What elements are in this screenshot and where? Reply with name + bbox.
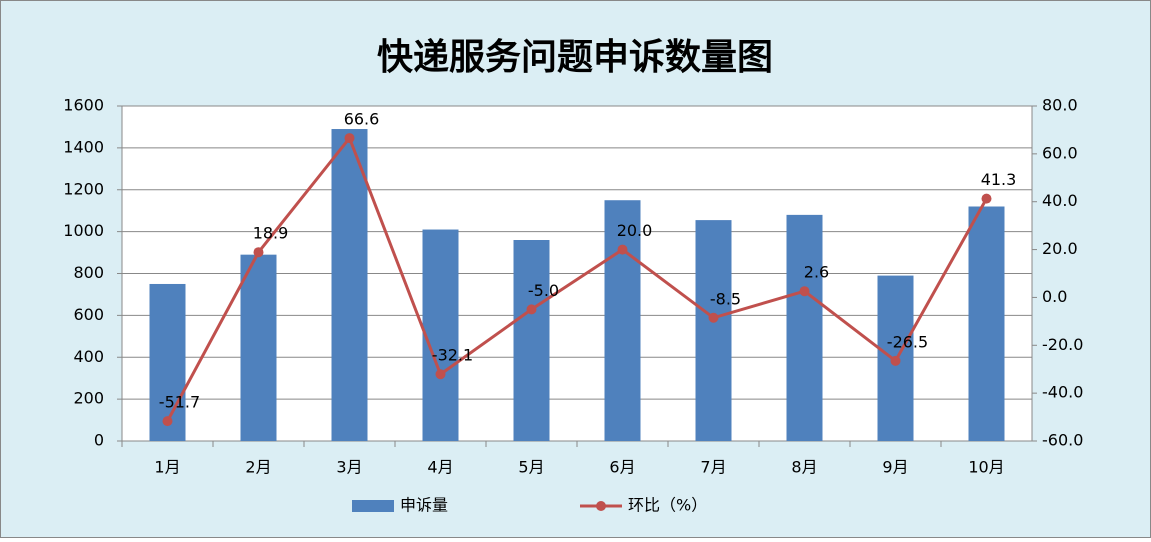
x-tick-label: 2月 xyxy=(245,458,271,477)
bar xyxy=(422,229,459,441)
legend-label: 环比（%） xyxy=(628,496,707,515)
line-point xyxy=(890,355,901,366)
y-tick-label: 1600 xyxy=(63,96,104,115)
x-tick-label: 1月 xyxy=(154,458,180,477)
bar xyxy=(604,200,641,441)
line-point xyxy=(344,133,355,144)
x-tick-label: 5月 xyxy=(518,458,544,477)
x-tick-label: 8月 xyxy=(791,458,817,477)
x-tick-label: 3月 xyxy=(336,458,362,477)
y-tick-label: 1200 xyxy=(63,179,104,198)
line xyxy=(166,135,988,422)
bar xyxy=(968,206,1005,441)
y-tick-label: 1000 xyxy=(63,221,104,240)
line-point xyxy=(708,312,719,323)
data-label: 20.0 xyxy=(617,221,653,240)
legend-label: 申诉量 xyxy=(400,496,448,515)
y2-tick-label: 0.0 xyxy=(1042,287,1067,306)
bar xyxy=(513,240,550,441)
chart-title: 快递服务问题申诉数量图 xyxy=(377,36,773,78)
y2-tick-label: 80.0 xyxy=(1042,96,1078,115)
x-tick-label: 4月 xyxy=(427,458,453,477)
y2-tick-label: 60.0 xyxy=(1042,143,1078,162)
y-tick-label: 200 xyxy=(73,389,104,408)
x-tick-label: 10月 xyxy=(968,458,1004,477)
data-label: 18.9 xyxy=(253,224,289,243)
bar xyxy=(331,129,368,441)
y2-tick-label: 20.0 xyxy=(1042,239,1078,258)
x-tick-label: 6月 xyxy=(609,458,635,477)
bar xyxy=(149,283,186,441)
y-tick-label: 600 xyxy=(73,305,104,324)
line-point xyxy=(799,286,810,297)
y2-tick-label: -20.0 xyxy=(1042,335,1083,354)
line-point xyxy=(981,193,992,204)
bar xyxy=(786,214,823,441)
y-tick-label: 400 xyxy=(73,347,104,366)
legend-swatch xyxy=(352,500,394,512)
data-label: 2.6 xyxy=(804,263,829,282)
data-label: -26.5 xyxy=(887,332,928,351)
line-point xyxy=(162,416,173,427)
data-label: 66.6 xyxy=(344,110,380,129)
y-tick-label: 0 xyxy=(94,431,104,450)
line-point xyxy=(435,369,446,380)
y2-tick-label: -40.0 xyxy=(1042,383,1083,402)
data-label: 41.3 xyxy=(981,170,1017,189)
x-tick-label: 9月 xyxy=(882,458,908,477)
y-tick-label: 800 xyxy=(73,263,104,282)
legend-swatch xyxy=(596,501,606,511)
data-label: -5.0 xyxy=(528,281,559,300)
y2-tick-label: 40.0 xyxy=(1042,191,1078,210)
data-label: -51.7 xyxy=(159,393,200,412)
line-point xyxy=(253,247,264,258)
data-label: -8.5 xyxy=(710,289,741,308)
x-tick-label: 7月 xyxy=(700,458,726,477)
y-tick-label: 1400 xyxy=(63,137,104,156)
y2-tick-label: -60.0 xyxy=(1042,431,1083,450)
bar xyxy=(240,254,277,441)
data-label: -32.1 xyxy=(432,346,473,365)
line-point xyxy=(617,244,628,255)
line-point xyxy=(526,304,537,315)
bar xyxy=(695,220,732,441)
